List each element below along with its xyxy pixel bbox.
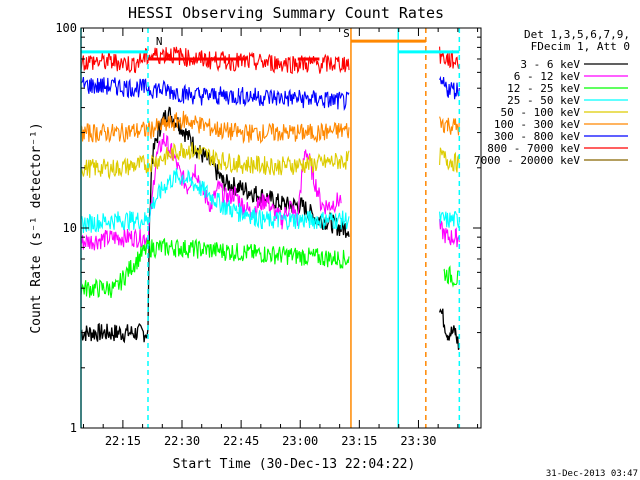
series-line-25-50-kev xyxy=(80,168,460,234)
y-axis-label: Count Rate (s⁻¹ detector⁻¹) xyxy=(29,122,44,333)
x-tick-label-2: 22:30 xyxy=(164,434,200,448)
legend: Det 1,3,5,6,7,9, FDecim 1, Att 0 3 - 6 k… xyxy=(474,28,630,167)
x-tick-label-3: 22:45 xyxy=(223,434,259,448)
legend-label-8: 800 - 7000 keV xyxy=(487,142,580,155)
series-line-3-6-kev xyxy=(80,106,460,350)
series-line-100-300-kev xyxy=(80,110,460,145)
legend-header-line-2: FDecim 1, Att 0 xyxy=(531,40,630,53)
y-tick-label-1: 1 xyxy=(70,421,77,435)
legend-header-line-1: Det 1,3,5,6,7,9, xyxy=(524,28,630,41)
legend-label-4: 25 - 50 keV xyxy=(507,94,580,107)
chart-title: HESSI Observing Summary Count Rates xyxy=(128,4,444,22)
x-tick-label-5: 23:15 xyxy=(341,434,377,448)
legend-label-9: 7000 - 20000 keV xyxy=(474,154,580,167)
legend-label-7: 300 - 800 keV xyxy=(494,130,580,143)
axis-ticks: 22:15 22:30 22:45 23:00 23:15 23:30 1 10 100 xyxy=(55,21,481,448)
annotation-1: S xyxy=(343,27,350,40)
series-line-300-800-kev xyxy=(80,75,460,111)
x-tick-label-6: 23:30 xyxy=(400,434,436,448)
y-tick-label-3: 100 xyxy=(55,21,77,35)
series-line-12-25-kev xyxy=(80,237,460,299)
footer-timestamp: 31-Dec-2013 03:47 xyxy=(546,469,638,479)
legend-label-5: 50 - 100 keV xyxy=(501,106,581,119)
plot-area: SN xyxy=(80,27,461,428)
annotation-2: N xyxy=(156,35,163,48)
legend-label-1: 3 - 6 keV xyxy=(520,58,580,71)
y-tick-label-2: 10 xyxy=(63,221,77,235)
x-tick-label-4: 23:00 xyxy=(282,434,318,448)
legend-label-6: 100 - 300 keV xyxy=(494,118,580,131)
x-tick-label-1: 22:15 xyxy=(105,434,141,448)
series-line-50-100-kev xyxy=(80,141,460,180)
legend-label-2: 6 - 12 keV xyxy=(514,70,581,83)
legend-label-3: 12 - 25 keV xyxy=(507,82,580,95)
x-axis-label: Start Time (30-Dec-13 22:04:22) xyxy=(173,457,416,472)
